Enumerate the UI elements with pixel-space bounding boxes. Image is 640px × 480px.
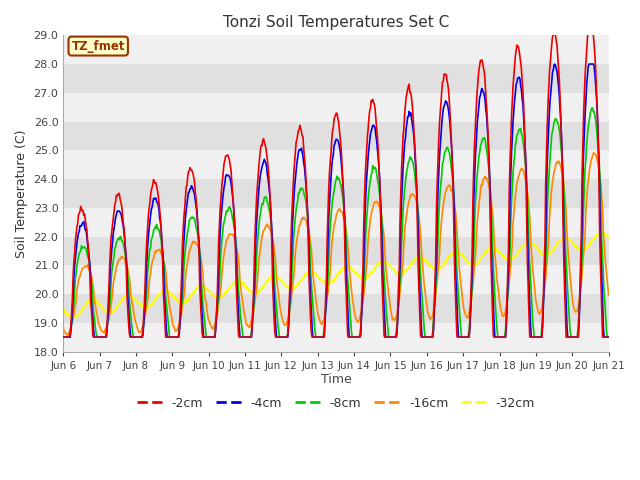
Bar (63, 150, 609, 179)
Legend: -2cm, -4cm, -8cm, -16cm, -32cm: -2cm, -4cm, -8cm, -16cm, -32cm (132, 392, 540, 415)
Bar (63, 179, 609, 208)
Title: Tonzi Soil Temperatures Set C: Tonzi Soil Temperatures Set C (223, 15, 449, 30)
Bar (63, 121, 609, 150)
Y-axis label: Soil Temperature (C): Soil Temperature (C) (15, 129, 28, 258)
Bar (63, 208, 609, 237)
Bar (63, 93, 609, 121)
Bar (63, 237, 609, 265)
Bar (63, 36, 609, 64)
Text: TZ_fmet: TZ_fmet (72, 39, 125, 53)
X-axis label: Time: Time (321, 373, 351, 386)
Bar (63, 265, 609, 294)
Bar (63, 64, 609, 93)
Bar (63, 323, 609, 351)
Bar (63, 294, 609, 323)
